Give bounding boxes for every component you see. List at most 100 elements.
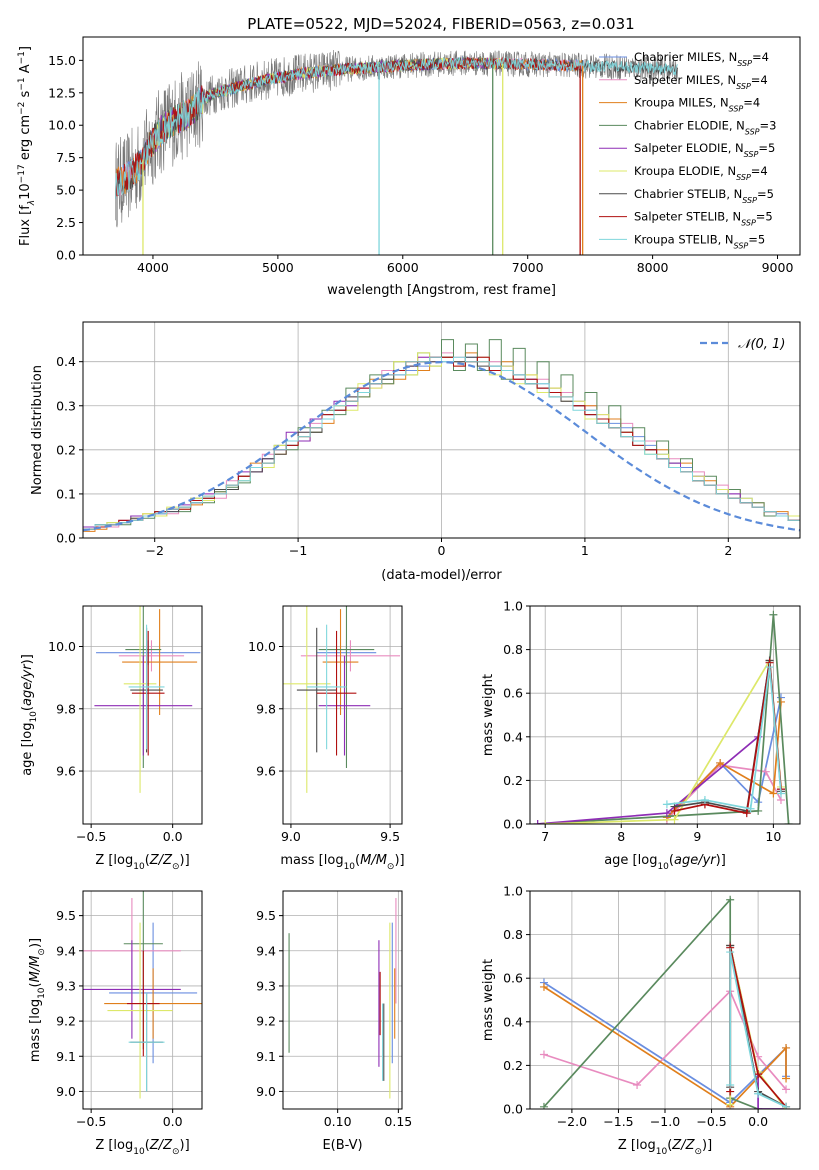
y-tick-label: 0.8 — [503, 642, 523, 657]
y-tick-label: 1.0 — [503, 599, 523, 614]
y-tick-label: 5.0 — [56, 183, 76, 198]
x-tick-label: −0.5 — [76, 829, 106, 844]
x-tick-label: 0.0 — [748, 1114, 768, 1129]
x-tick-label: −0.5 — [76, 1114, 106, 1129]
y-tick-label: 0.3 — [56, 398, 76, 413]
observed-spectrum-line — [115, 49, 678, 228]
legend: Chabrier MILES, NSSP=4 Salpeter MILES, NS… — [599, 50, 776, 250]
x-tick-label: −1.0 — [650, 1114, 680, 1129]
panel-residuals: −2 −1 0 1 2 0.0 0.1 0.2 0.3 0.4 (data-model)/error… — [30, 321, 801, 583]
x-axis-label: mass [log10(M/M⊙)] — [280, 853, 404, 872]
panel-mass_vs_ebv: 0.10 0.15 9.0 9.1 9.2 9.3 9.4 9.5 E(B-V) — [256, 890, 412, 1153]
y-tick-label: 0.0 — [56, 248, 76, 263]
y-tick-label: 0.1 — [56, 486, 76, 501]
axes-frame — [529, 890, 801, 1110]
y-tick-label: 7.5 — [56, 150, 76, 165]
plot-area — [83, 891, 202, 1109]
x-tick-label: 0.0 — [163, 1114, 183, 1129]
y-tick-label: 12.5 — [48, 85, 76, 100]
axes-frame — [82, 321, 801, 539]
panel-mass_vs_Z: −0.5 0.0 9.0 9.1 9.2 9.3 9.4 9.5 Z [log10(Z/Z⊙)]… — [28, 890, 203, 1157]
legend-entry: 𝒩(0, 1) — [738, 337, 785, 352]
weight-marker — [782, 1085, 791, 1094]
weight-line-salpeter-elodie — [537, 660, 782, 824]
weight-marker — [670, 815, 679, 824]
y-tick-label: 9.8 — [256, 701, 276, 716]
axes-frame — [82, 605, 203, 825]
weight-marker — [539, 1102, 548, 1109]
legend-entry: Kroupa MILES, NSSP=4 — [634, 96, 760, 114]
legend-entry: Chabrier MILES, NSSP=4 — [634, 50, 769, 68]
y-tick-label: 9.5 — [256, 908, 276, 923]
weight-marker — [754, 1070, 763, 1079]
figure-title: PLATE=0522, MJD=52024, FIBERID=0563, z=0… — [247, 15, 634, 33]
y-tick-label: 9.5 — [56, 908, 76, 923]
model-spectrum-kroupa-stelib — [115, 56, 679, 200]
y-tick-label: 0.0 — [56, 531, 76, 546]
y-tick-label: 0.2 — [56, 442, 76, 457]
x-tick-label: 9.0 — [281, 829, 301, 844]
histogram-kroupa-stelib — [83, 356, 800, 530]
weight-marker — [726, 1081, 735, 1090]
normal-curve-line — [83, 360, 800, 532]
weight-marker — [761, 767, 770, 776]
y-tick-label: 0.6 — [503, 971, 523, 986]
y-tick-label: 1.0 — [503, 884, 523, 899]
plot-area — [115, 49, 679, 255]
axes-frame — [82, 890, 203, 1110]
y-tick-label: 9.3 — [56, 978, 76, 993]
weight-marker — [726, 1100, 735, 1109]
x-axis-label: Z [log10(Z/Z⊙)] — [95, 1138, 189, 1157]
x-axis-label: (data-model)/error — [381, 568, 502, 583]
weight-marker — [765, 663, 774, 672]
y-tick-label: 0.2 — [503, 773, 523, 788]
x-tick-label: 9.5 — [380, 829, 400, 844]
weight-marker — [662, 809, 671, 818]
y-axis-label: mass weight — [481, 959, 496, 1041]
panel-age_vs_mass: 9.0 9.5 9.6 9.8 10.0 mass [log10(M/M⊙)] — [248, 605, 405, 872]
weight-marker — [670, 806, 679, 815]
y-tick-label: 9.4 — [56, 943, 76, 958]
y-tick-label: 0.6 — [503, 686, 523, 701]
x-tick-label: 0.10 — [324, 1114, 352, 1129]
x-axis-label: E(B-V) — [322, 1138, 362, 1153]
weight-marker — [746, 804, 755, 813]
weight-marker — [539, 982, 548, 991]
y-tick-label: 9.6 — [256, 764, 276, 779]
plot-area — [83, 322, 800, 538]
plot-area — [283, 606, 402, 824]
weight-marker — [782, 1074, 791, 1083]
weight-marker — [782, 1043, 791, 1052]
y-axis-label: mass [log10(M/M⊙)] — [28, 938, 47, 1062]
y-tick-label: 0.4 — [56, 354, 76, 369]
x-tick-label: 2 — [724, 543, 732, 558]
y-tick-label: 9.2 — [56, 1014, 76, 1029]
y-axis-label: age [log10(age/yr)] — [20, 654, 39, 776]
x-tick-label: 7000 — [512, 260, 544, 275]
x-tick-label: 9000 — [762, 260, 794, 275]
x-tick-label: −0.5 — [696, 1114, 726, 1129]
y-tick-label: 0.2 — [503, 1058, 523, 1073]
weight-marker — [784, 820, 793, 824]
weight-marker — [633, 1081, 642, 1090]
y-tick-label: 0.0 — [503, 1102, 523, 1117]
axes-frame — [282, 890, 403, 1110]
legend-entry: Salpeter ELODIE, NSSP=5 — [634, 141, 775, 159]
legend-entry: Kroupa STELIB, NSSP=5 — [634, 232, 765, 250]
plot-area — [283, 891, 402, 1109]
weight-marker — [754, 806, 763, 815]
y-tick-label: 10.0 — [48, 639, 76, 654]
panel-spectrum: 4000 5000 6000 7000 8000 9000 0.0 2.5 5.0 7.5 10.0… — [17, 36, 801, 298]
y-axis-label: Normed distribution — [30, 365, 45, 495]
weight-marker — [776, 789, 785, 798]
axes-frame — [282, 605, 403, 825]
y-tick-label: 0.0 — [503, 817, 523, 832]
weight-marker — [726, 948, 735, 957]
weight-marker — [754, 1105, 763, 1109]
x-tick-label: −1 — [289, 543, 307, 558]
x-tick-label: −2 — [145, 543, 163, 558]
x-tick-label: 0.0 — [163, 829, 183, 844]
y-axis-label: mass weight — [481, 674, 496, 756]
weight-line-chabrier-elodie — [543, 897, 759, 1109]
